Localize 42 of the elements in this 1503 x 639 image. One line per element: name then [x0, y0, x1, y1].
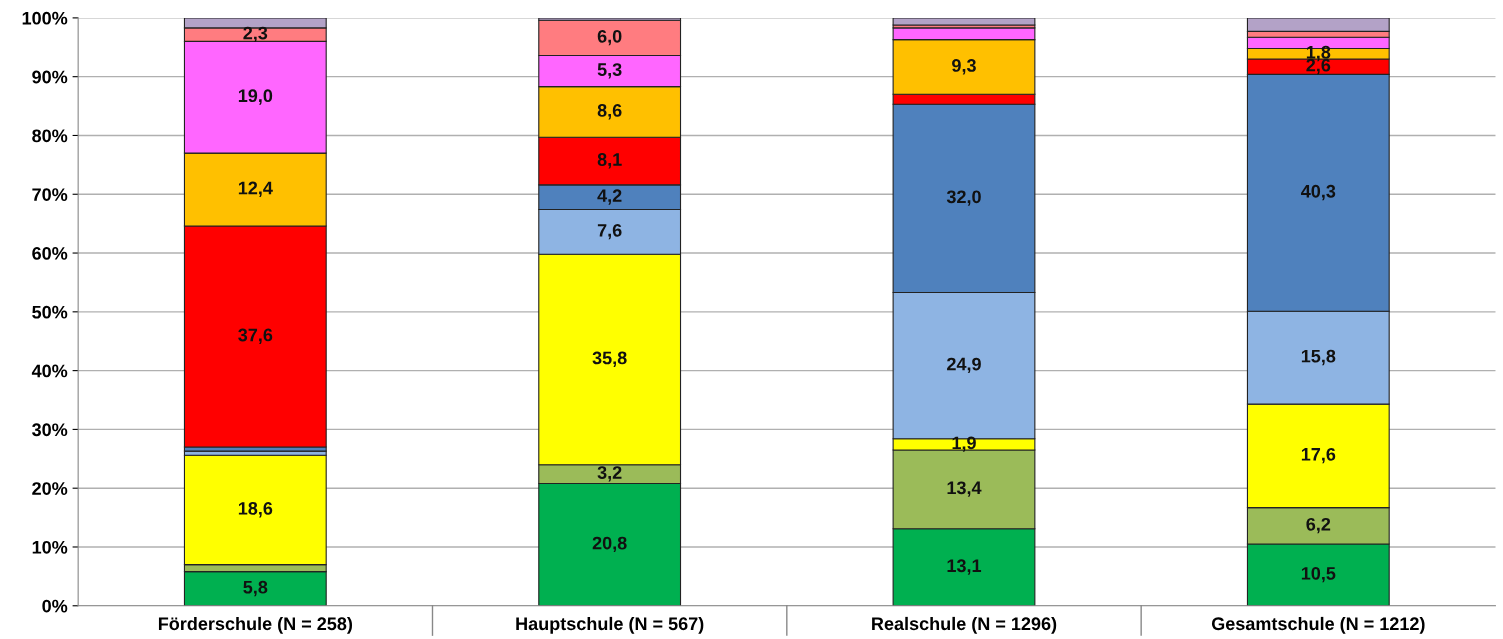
data-label: 15,8 [1301, 349, 1336, 366]
x-tick-label: Hauptschule (N = 567) [516, 616, 704, 634]
y-tick-label: 10% [32, 540, 68, 554]
data-label: 9,3 [952, 59, 976, 75]
y-tick-label: 20% [32, 482, 68, 495]
data-label: 12,4 [238, 181, 273, 198]
y-tick-label: 70% [32, 188, 68, 201]
data-label: 13,4 [947, 481, 982, 497]
data-label: 20,8 [592, 536, 627, 553]
data-label: 5,3 [597, 63, 622, 79]
y-tick-label: 60% [32, 246, 68, 260]
data-label: 5,8 [243, 580, 268, 597]
data-label: 32,0 [946, 190, 981, 206]
data-label: 18,6 [238, 502, 273, 518]
data-label: 35,8 [592, 351, 627, 367]
x-tick-label: Gesamtschule (N = 1212) [1211, 616, 1425, 634]
data-label: 24,9 [947, 357, 981, 374]
data-label: 1,9 [952, 436, 976, 452]
data-label: 8,1 [597, 153, 622, 169]
y-tick-label: 90% [32, 70, 68, 84]
data-label: 40,3 [1301, 184, 1336, 201]
data-label: 2,3 [243, 26, 268, 43]
y-tick-label: 80% [32, 129, 68, 143]
x-tick-label: Förderschule (N = 258) [158, 616, 353, 634]
data-label: 7,6 [597, 223, 622, 240]
x-tick-label: Realschule (N = 1296) [872, 616, 1057, 634]
data-label: 6,2 [1306, 517, 1331, 534]
data-label: 37,6 [238, 328, 273, 344]
data-label: 8,6 [597, 104, 622, 120]
data-label: 4,2 [597, 189, 622, 205]
y-tick-label: 40% [31, 364, 68, 378]
y-tick-label: 100% [22, 11, 68, 25]
data-label: 13,1 [947, 559, 982, 575]
data-label: 19,0 [238, 89, 273, 105]
data-label: 17,6 [1301, 447, 1336, 464]
data-label: 10,5 [1301, 566, 1336, 583]
y-tick-label: 50% [32, 305, 68, 319]
y-tick-label: 30% [32, 423, 68, 437]
data-label: 3,2 [597, 466, 622, 482]
y-tick-label: 0% [42, 599, 68, 613]
bar [892, 17, 1036, 26]
data-label: 6,0 [597, 29, 622, 46]
